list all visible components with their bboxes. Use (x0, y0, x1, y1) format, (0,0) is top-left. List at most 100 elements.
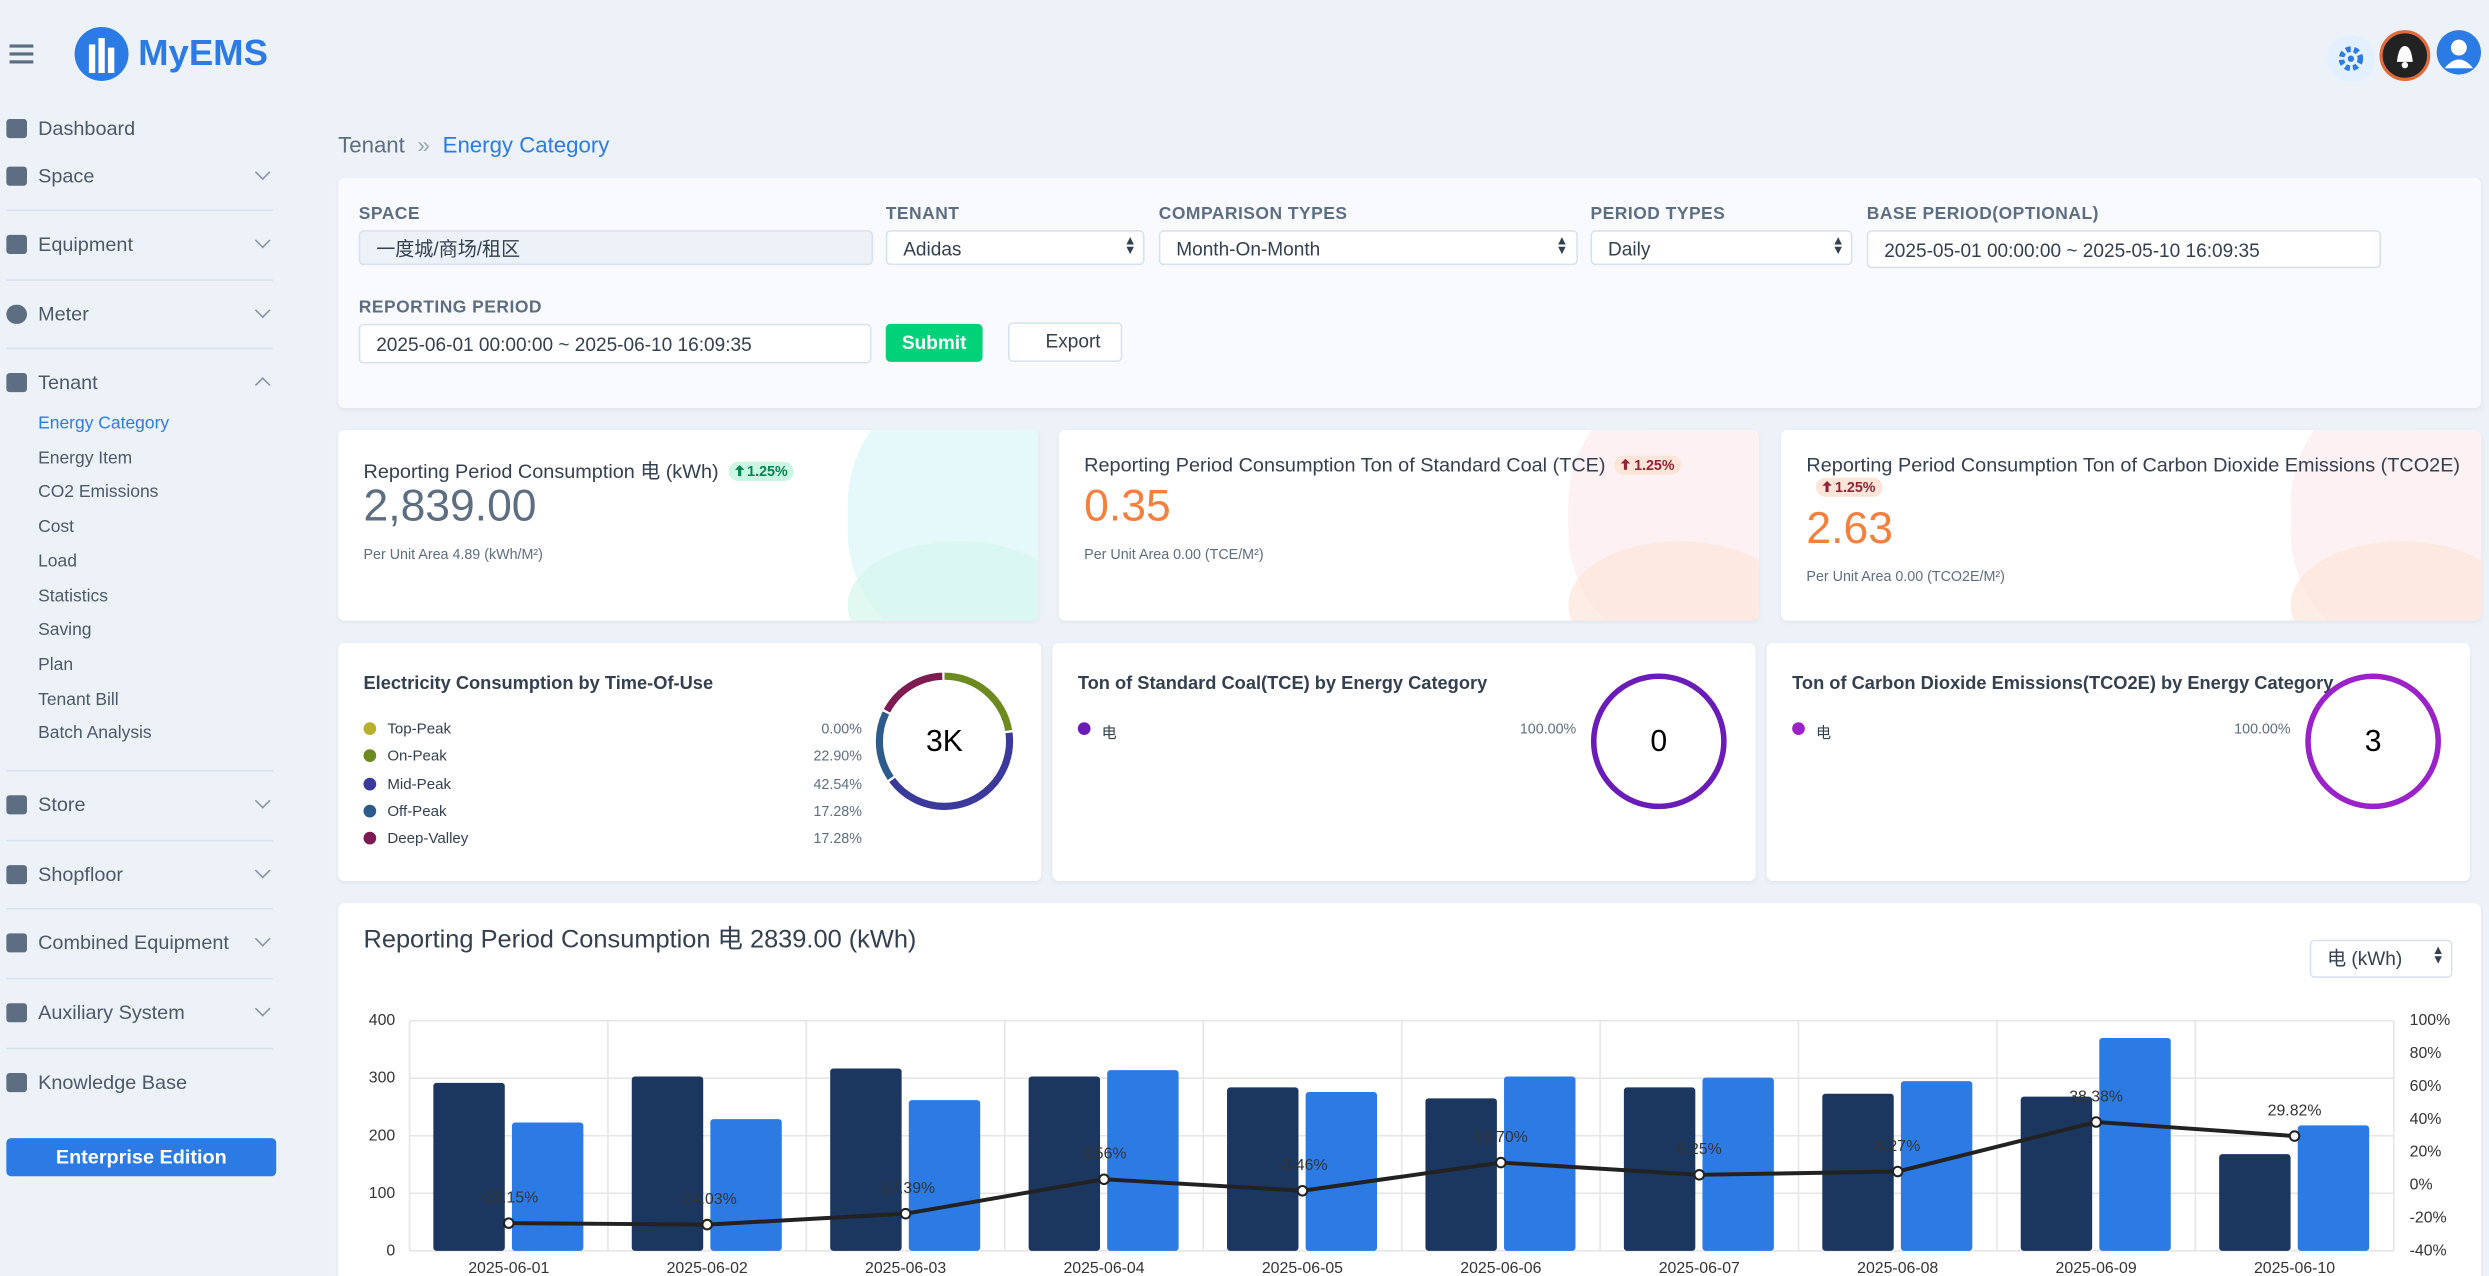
nav-item[interactable]: Space (38, 165, 94, 187)
legend-dot (1078, 722, 1091, 735)
nav-subitem[interactable]: Plan (38, 655, 73, 674)
y-tick-label: 300 (369, 1070, 396, 1087)
donut: 3K (871, 668, 1017, 814)
nav-icon (6, 373, 27, 392)
nav-item[interactable]: Equipment (38, 233, 133, 255)
comparison-select[interactable]: Month-On-Month (1159, 230, 1578, 265)
data-label: 8.27% (1875, 1138, 1920, 1155)
legend-label: Mid-Peak (387, 776, 451, 793)
select-arrow: ▲▼ (2432, 946, 2445, 965)
legend-value: 17.28% (703, 830, 862, 846)
legend-label: Top-Peak (387, 721, 451, 738)
breadcrumb: Tenant»Energy Category (338, 132, 609, 157)
nav-subitem[interactable]: Saving (38, 621, 91, 640)
logo (73, 25, 130, 82)
card-subtext: Per Unit Area 0.00 (TCO2E/M²) (1806, 568, 2004, 584)
nav-subitem[interactable]: Energy Category (38, 414, 169, 433)
submit-button[interactable]: Submit (886, 324, 983, 362)
x-tick-label: 2025-06-10 (2254, 1260, 2335, 1276)
card-value: 2.63 (1806, 503, 1893, 554)
donut-center: 3K (926, 725, 963, 758)
nav-chevron (255, 164, 271, 180)
nav-subitem[interactable]: Statistics (38, 587, 108, 606)
y2-tick-label: 100% (2410, 1012, 2451, 1029)
card-subtext: Per Unit Area 0.00 (TCE/M²) (1084, 546, 1263, 562)
nav-item[interactable]: Meter (38, 303, 89, 325)
menu-toggle[interactable] (10, 44, 34, 63)
bar (2298, 1125, 2369, 1250)
y-tick-label: 400 (369, 1012, 396, 1029)
settings-button[interactable] (2327, 35, 2375, 83)
data-label: 3.56% (1082, 1146, 1127, 1163)
y-tick-label: 200 (369, 1127, 396, 1144)
user-button[interactable] (2437, 30, 2481, 74)
nav-subitem[interactable]: Tenant Bill (38, 690, 119, 709)
donut-center: 0 (1650, 725, 1667, 758)
export-button[interactable]: Export (1008, 322, 1122, 362)
period-select[interactable]: Daily (1591, 230, 1853, 265)
breadcrumb-parent[interactable]: Tenant (338, 132, 405, 157)
legend-value: 100.00% (1418, 721, 1577, 737)
nav-item[interactable]: Combined Equipment (38, 932, 229, 954)
badge-text: 1.25% (747, 464, 788, 480)
legend-value: 0.00% (703, 721, 862, 737)
donut: 0 (1586, 668, 1732, 814)
card-title-text: Reporting Period Consumption Ton of Stan… (1084, 454, 1605, 476)
bar (1425, 1098, 1496, 1250)
base-period-input[interactable]: 2025-05-01 00:00:00 ~ 2025-05-10 16:09:3… (1867, 230, 2381, 268)
bar (1029, 1076, 1100, 1250)
nav-chevron (255, 1001, 271, 1017)
x-tick-label: 2025-06-06 (1460, 1260, 1541, 1276)
bar (2219, 1154, 2290, 1251)
legend-label: Deep-Valley (387, 830, 468, 847)
legend-dot (364, 805, 377, 818)
nav-item[interactable]: Shopfloor (38, 864, 123, 886)
y2-tick-label: 80% (2410, 1045, 2442, 1062)
bar (1901, 1081, 1972, 1251)
nav-subitem[interactable]: Cost (38, 518, 74, 537)
y2-tick-label: 40% (2410, 1111, 2442, 1128)
line-point (1893, 1167, 1903, 1177)
select-arrow: ▲▼ (1556, 237, 1569, 256)
chart: Reporting Period Consumption 电 2839.00 (… (338, 903, 2481, 1276)
nav-icon (6, 865, 27, 884)
change-badge: 1.25% (728, 462, 794, 481)
nav-icon (6, 1003, 27, 1022)
nav-item[interactable]: Tenant (38, 371, 98, 393)
nav-icon (6, 167, 27, 186)
edition-button[interactable]: Enterprise Edition (6, 1138, 276, 1176)
reporting-period-input[interactable]: 2025-06-01 00:00:00 ~ 2025-06-10 16:09:3… (359, 324, 872, 364)
nav-separator (6, 770, 273, 772)
x-tick-label: 2025-06-05 (1262, 1260, 1343, 1276)
field-label: BASE PERIOD(OPTIONAL) (1867, 205, 2099, 224)
nav-subitem[interactable]: Energy Item (38, 449, 132, 468)
nav-icon (6, 305, 27, 324)
change-badge: 1.25% (1615, 456, 1681, 475)
nav-item[interactable]: Store (38, 794, 85, 816)
data-label: -23.15% (479, 1190, 538, 1207)
line-point (702, 1220, 712, 1230)
bar (512, 1123, 583, 1251)
tenant-select[interactable]: Adidas (886, 230, 1145, 265)
notifications-button[interactable] (2379, 30, 2430, 81)
chart-title: Reporting Period Consumption 电 2839.00 (… (364, 926, 917, 954)
legend-label: 电 (1816, 721, 1831, 743)
space-input[interactable]: 一度城/商场/租区 (359, 230, 873, 265)
field-label: COMPARISON TYPES (1159, 205, 1348, 224)
nav-icon (6, 933, 27, 952)
nav-subitem[interactable]: Batch Analysis (38, 724, 152, 743)
nav-subitem[interactable]: CO2 Emissions (38, 483, 158, 502)
legend-label: Off-Peak (387, 803, 446, 820)
nav-chevron (255, 233, 271, 249)
nav-item[interactable]: Dashboard (38, 117, 135, 139)
card-value: 2,839.00 (364, 481, 537, 532)
nav-icon (6, 119, 27, 138)
nav-separator (6, 908, 273, 910)
nav-subitem[interactable]: Load (38, 552, 77, 571)
nav-item[interactable]: Knowledge Base (38, 1071, 187, 1093)
nav-item[interactable]: Auxiliary System (38, 1002, 185, 1024)
bar (710, 1119, 781, 1251)
select-arrow: ▲▼ (1832, 237, 1845, 256)
